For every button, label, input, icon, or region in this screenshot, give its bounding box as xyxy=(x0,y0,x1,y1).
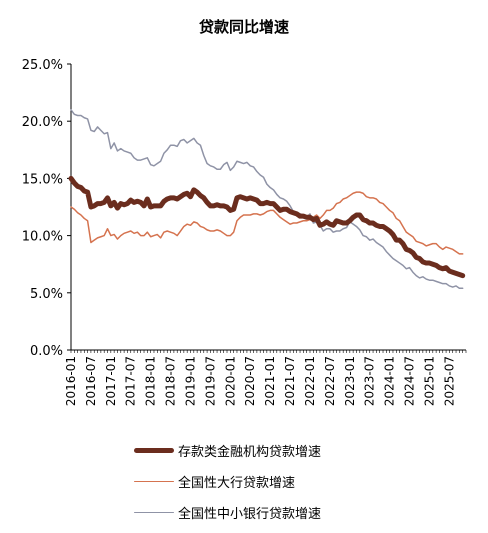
legend-swatch xyxy=(134,480,174,482)
legend-label: 全国性中小银行贷款增速 xyxy=(178,506,322,522)
legend-item: 全国性大行贷款增速 xyxy=(134,468,321,494)
series-line-0 xyxy=(68,175,466,279)
x-tick-label: 2017-01 xyxy=(104,356,118,406)
x-tick-label: 2022-01 xyxy=(303,356,317,406)
x-tick-label: 2018-07 xyxy=(164,356,178,406)
x-tick-label: 2025-01 xyxy=(422,356,436,406)
y-tick-label: 25.0% xyxy=(22,58,63,73)
x-tick-label: 2020-07 xyxy=(243,356,257,406)
y-tick-label: 5.0% xyxy=(30,287,63,302)
series-line-2 xyxy=(70,109,464,289)
legend-label: 存款类金融机构贷款增速 xyxy=(178,444,322,460)
x-tick-label: 2023-07 xyxy=(363,356,377,406)
legend-item: 全国性中小银行贷款增速 xyxy=(134,499,321,525)
x-tick-label: 2024-07 xyxy=(403,356,417,406)
x-tick-label: 2019-01 xyxy=(183,356,197,406)
y-tick-label: 15.0% xyxy=(22,172,63,187)
y-tick-label: 10.0% xyxy=(22,230,63,245)
series-line-1 xyxy=(70,191,464,255)
x-tick-label: 2022-07 xyxy=(323,356,337,406)
x-tick-label: 2021-01 xyxy=(263,356,277,406)
legend-swatch xyxy=(134,511,174,513)
legend: 存款类金融机构贷款增速 全国性大行贷款增速全国性中小银行贷款增速 xyxy=(134,437,321,530)
legend-swatch xyxy=(134,447,174,453)
x-tick-label: 2025-07 xyxy=(442,356,456,406)
x-tick-label: 2017-07 xyxy=(124,356,138,406)
x-tick-label: 2020-01 xyxy=(223,356,237,406)
x-tick-label: 2021-07 xyxy=(283,356,297,406)
legend-item: 存款类金融机构贷款增速 xyxy=(134,437,321,463)
x-tick-label: 2018-01 xyxy=(144,356,158,406)
x-tick-label: 2019-07 xyxy=(203,356,217,406)
x-tick-label: 2016-07 xyxy=(84,356,98,406)
x-tick-label: 2023-01 xyxy=(343,356,357,406)
y-tick-label: 20.0% xyxy=(22,115,63,130)
legend-label: 全国性大行贷款增速 xyxy=(178,475,296,491)
chart-title: 贷款同比增速 xyxy=(198,18,289,36)
x-tick-label: 2016-01 xyxy=(64,356,78,406)
y-tick-label: 0.0% xyxy=(30,344,63,359)
x-tick-label: 2024-01 xyxy=(383,356,397,406)
